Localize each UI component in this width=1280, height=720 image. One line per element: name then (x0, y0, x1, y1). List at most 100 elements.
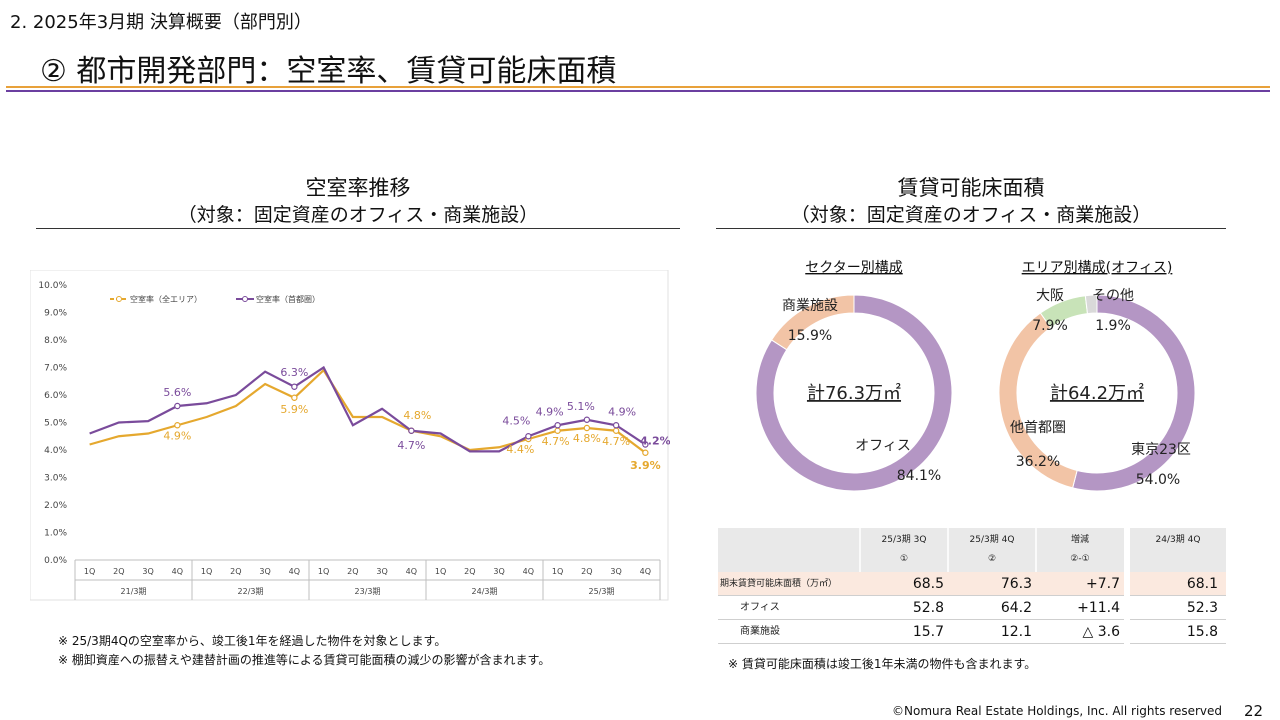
x-tick-label: 2Q (347, 567, 358, 576)
vacancy-section-title: 空室率推移 (305, 176, 411, 200)
x-tick-label: 4Q (172, 567, 183, 576)
y-tick-label: 0.0% (44, 556, 67, 566)
breadcrumb: 2. 2025年3月期 決算概要（部門別） (10, 12, 312, 33)
y-tick-label: 5.0% (44, 419, 67, 429)
x-tick-label: 2Q (464, 567, 475, 576)
table-gap (1124, 528, 1130, 644)
table-col-header: 24/3期 4Q (1156, 534, 1201, 545)
x-tick-label: 3Q (376, 567, 387, 576)
vacancy-note-2: ※ 棚卸資産への振替えや建替計画の推進等による賃貸可能面積の減少の影響が含まれま… (58, 653, 551, 667)
data-label-capital-area: 6.3% (280, 366, 308, 379)
table-col-header: 25/3期 4Q (970, 534, 1015, 545)
data-label-all-area: 5.9% (280, 403, 308, 416)
table-cell: 12.1 (1001, 624, 1032, 640)
table-header-bg (718, 528, 1124, 572)
table-cell: 76.3 (1001, 576, 1032, 592)
legend-marker (116, 296, 122, 302)
data-label-capital-area: 4.5% (502, 414, 530, 427)
donut-center-label: 計76.3万㎡ (807, 382, 901, 404)
y-tick-label: 8.0% (44, 336, 67, 346)
table-header-bg (1130, 528, 1226, 572)
x-group-label: 21/3期 (121, 587, 147, 596)
y-tick-label: 3.0% (44, 474, 67, 484)
donut-center-label: 計64.2万㎡ (1050, 382, 1144, 404)
x-tick-label: 4Q (406, 567, 417, 576)
table-cell: 52.8 (913, 600, 944, 616)
data-point (525, 433, 532, 440)
area-table: 25/3期 3Q ① 25/3期 4Q ② 増減 ②-① 24/3期 4Q 期末賃貸可能床面積… (718, 528, 1226, 648)
donut-title: セクター別構成 (805, 260, 902, 276)
table-cell: 15.7 (913, 624, 944, 640)
vacancy-section-rule (36, 228, 680, 229)
table-cell: +7.7 (1086, 576, 1120, 592)
header-rule-orange (6, 86, 1270, 88)
table-cell: 52.3 (1187, 600, 1218, 616)
table-col-subheader: ① (900, 554, 908, 564)
x-tick-label: 4Q (640, 567, 651, 576)
copyright: ©Nomura Real Estate Holdings, Inc. All r… (892, 704, 1222, 718)
table-highlight-row (718, 572, 1124, 596)
slice-label: その他 (1092, 288, 1134, 304)
table-col-subheader: ② (988, 554, 996, 564)
data-label-all-area: 4.7% (542, 435, 570, 448)
data-point (174, 402, 181, 410)
table-row-label: 期末賃貸可能床面積（万㎡） (720, 577, 837, 589)
x-tick-label: 2Q (230, 567, 241, 576)
legend-label: 空室率（首都圏） (256, 294, 320, 304)
area-section-rule (716, 228, 1226, 229)
slice-label: 商業施設 (782, 298, 838, 314)
legend-marker (242, 296, 248, 302)
x-tick-label: 3Q (259, 567, 270, 576)
slice-label: オフィス (855, 438, 911, 454)
data-point (554, 422, 561, 429)
x-tick-label: 1Q (318, 567, 329, 576)
slice-value: 7.9% (1032, 318, 1068, 334)
table-highlight-row (1130, 572, 1226, 596)
data-label-capital-area: 5.1% (567, 400, 595, 413)
slice-value: 1.9% (1095, 318, 1131, 334)
x-tick-label: 2Q (113, 567, 124, 576)
y-tick-label: 4.0% (44, 446, 67, 456)
x-tick-label: 4Q (523, 567, 534, 576)
donut-slice (1084, 294, 1098, 315)
table-cell: 64.2 (1001, 600, 1032, 616)
data-label-capital-area: 5.6% (163, 386, 191, 399)
vacancy-section-subtitle: （対象：固定資産のオフィス・商業施設） (177, 204, 539, 226)
vacancy-note-1: ※ 25/3期4Qの空室率から、竣工後1年を経過した物件を対象とします。 (58, 634, 447, 648)
table-cell: 15.8 (1187, 624, 1218, 640)
data-label-capital-area: 4.9% (608, 405, 636, 418)
y-tick-label: 6.0% (44, 391, 67, 401)
x-tick-label: 1Q (201, 567, 212, 576)
header-rule-purple (6, 90, 1270, 92)
slice-label: 大阪 (1036, 288, 1064, 304)
y-tick-label: 7.0% (44, 364, 67, 374)
table-col-header: 25/3期 3Q (882, 534, 927, 545)
data-point (291, 383, 298, 390)
chart-frame (30, 270, 669, 601)
slice-value: 15.9% (788, 328, 832, 344)
page-number: 22 (1244, 702, 1264, 720)
donut-slice (770, 294, 855, 351)
x-group-label: 24/3期 (472, 587, 498, 596)
data-label-capital-area: 4.9% (536, 405, 564, 418)
x-tick-label: 3Q (493, 567, 504, 576)
x-tick-label: 1Q (435, 567, 446, 576)
data-point (174, 422, 181, 429)
page-title: ② 都市開発部門：空室率、賃貸可能床面積 (40, 54, 617, 89)
y-tick-label: 10.0% (38, 281, 67, 291)
data-label-all-area: 4.8% (573, 432, 601, 445)
table-row-label: オフィス (740, 601, 780, 613)
slice-value: 54.0% (1136, 472, 1180, 488)
area-section-title: 賃貸可能床面積 (897, 176, 1045, 200)
data-label-all-area: 4.8% (403, 409, 431, 422)
y-tick-label: 1.0% (44, 529, 67, 539)
table-cell: +11.4 (1077, 600, 1120, 616)
x-tick-label: 1Q (552, 567, 563, 576)
data-point (583, 416, 591, 423)
data-point (642, 441, 649, 448)
data-label-all-area: 4.9% (163, 429, 191, 442)
donut-slice (755, 294, 953, 492)
x-group-label: 22/3期 (238, 587, 264, 596)
x-tick-label: 3Q (142, 567, 153, 576)
